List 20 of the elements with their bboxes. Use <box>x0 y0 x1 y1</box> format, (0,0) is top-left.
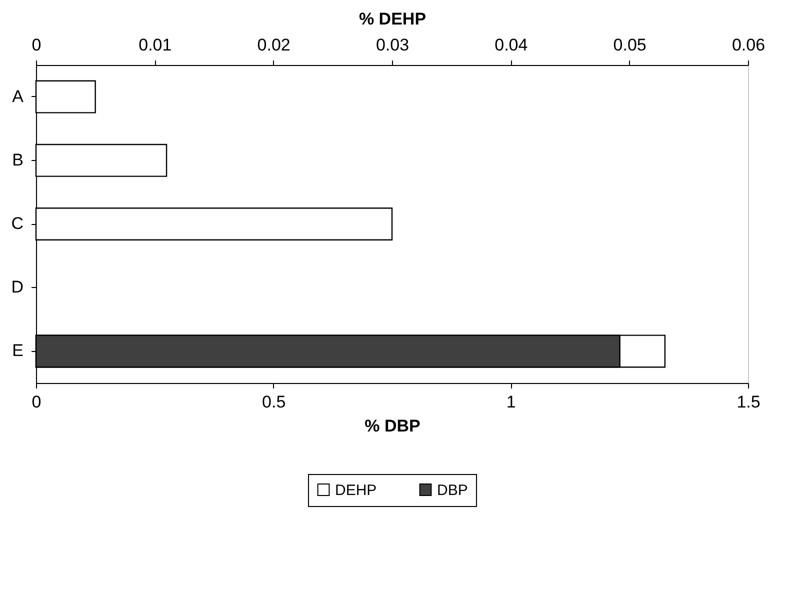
x2-tick-label: 0 <box>32 36 42 54</box>
x-tick-label: 1.5 <box>736 392 760 412</box>
legend-label: DBP <box>437 482 468 499</box>
x2-tick-label: 0.04 <box>494 36 528 54</box>
x-tick-label: 0.5 <box>262 392 286 412</box>
x2-tick-label: 0.05 <box>613 36 646 54</box>
x2-tick-label: 0.01 <box>138 36 172 54</box>
legend-label: DEHP <box>335 482 377 499</box>
y-tick-label: C <box>11 214 24 233</box>
x-tick-label: 1 <box>506 392 516 412</box>
x-axis-title: % DBP <box>364 416 420 436</box>
y-tick-label: D <box>11 278 24 297</box>
y-tick-label: B <box>12 150 24 170</box>
x2-tick-label: 0.06 <box>732 36 766 54</box>
x2-axis-title: % DEHP <box>358 10 426 28</box>
x-tick-label: 0 <box>32 392 42 412</box>
y-tick-label: E <box>12 341 24 360</box>
x2-tick-label: 0.02 <box>257 36 290 54</box>
y-tick-label: A <box>12 86 24 106</box>
x2-tick-label: 0.03 <box>376 36 410 54</box>
